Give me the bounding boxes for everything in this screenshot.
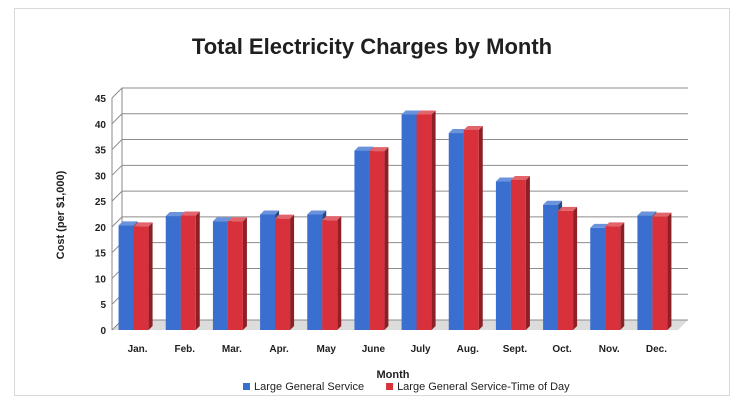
y-tick-label: 30 — [95, 171, 107, 182]
y-tick-label: 0 — [100, 326, 106, 337]
legend-label: Large General Service-Time of Day — [397, 381, 570, 393]
bar — [180, 211, 200, 330]
x-axis-label: Month — [377, 369, 410, 381]
y-tick-label: 40 — [95, 120, 107, 131]
bar — [652, 212, 672, 330]
chart-title: Total Electricity Charges by Month — [192, 34, 552, 59]
legend: Large General Service Large General Servi… — [243, 381, 570, 393]
x-axis-ticks: Jan. Feb. Mar. Apr. May June July Aug. Sept. Oct.… — [128, 344, 668, 355]
y-tick-label: 5 — [100, 300, 106, 311]
x-tick-label: Mar. — [222, 344, 242, 355]
x-tick-label: Sept. — [503, 344, 528, 355]
gridline — [111, 190, 688, 202]
bar — [605, 222, 625, 330]
legend-swatch — [386, 383, 394, 390]
x-tick-label: Dec. — [646, 344, 667, 355]
bar — [463, 125, 483, 330]
gridline — [111, 139, 688, 150]
bar — [369, 147, 389, 330]
bar — [416, 110, 436, 331]
x-tick-label: Nov. — [599, 344, 620, 355]
y-axis-label: Cost (per $1,000) — [55, 170, 67, 259]
bar — [322, 216, 342, 330]
bar — [275, 214, 295, 330]
y-tick-label: 25 — [95, 197, 107, 208]
x-tick-label: Apr. — [269, 344, 289, 355]
y-tick-label: 45 — [95, 94, 107, 105]
bars — [118, 110, 672, 331]
y-axis-ticks: 0 5 10 15 20 25 30 35 40 45 — [95, 94, 107, 337]
x-tick-label: May — [317, 344, 337, 355]
bar — [558, 206, 578, 330]
gridline — [111, 87, 688, 99]
x-tick-label: June — [362, 344, 386, 355]
bar — [227, 217, 247, 330]
y-tick-label: 35 — [95, 146, 107, 157]
bar — [133, 222, 153, 330]
gridline — [111, 113, 688, 125]
x-tick-label: Aug. — [457, 344, 479, 355]
x-tick-label: Oct. — [552, 344, 572, 355]
legend-label: Large General Service — [254, 381, 364, 393]
y-tick-label: 20 — [95, 223, 107, 234]
legend-swatch — [243, 383, 250, 390]
gridline — [111, 164, 688, 176]
y-tick-label: 10 — [95, 274, 107, 285]
x-tick-label: Feb. — [174, 344, 195, 355]
y-tick-label: 15 — [95, 249, 107, 260]
bar — [510, 175, 530, 330]
x-tick-label: Jan. — [128, 344, 148, 355]
x-tick-label: July — [411, 344, 431, 355]
